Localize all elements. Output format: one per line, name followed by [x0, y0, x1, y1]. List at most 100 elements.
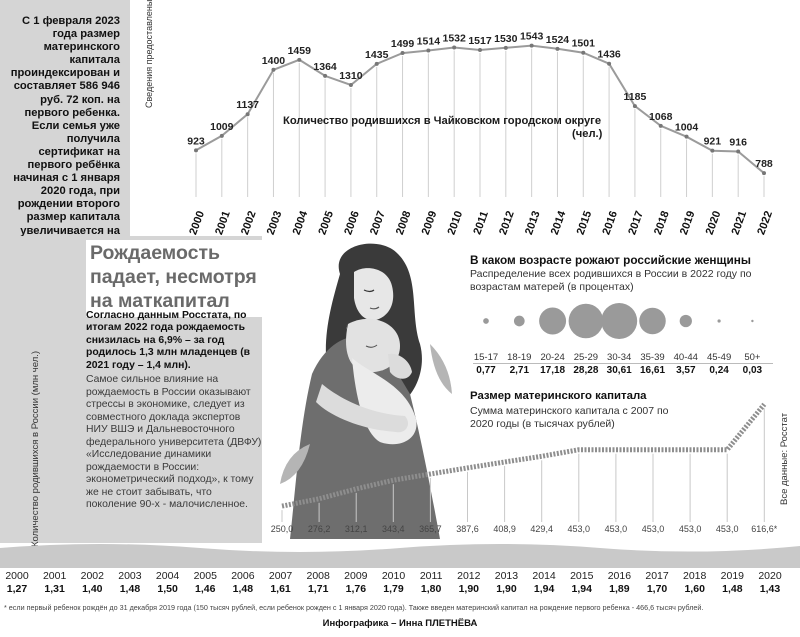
- births-point: [245, 112, 250, 117]
- russia-births-value: 1,60: [684, 583, 705, 595]
- age-bubble: [513, 315, 525, 327]
- births-point: [684, 134, 689, 139]
- births-value-label: 923: [187, 135, 205, 147]
- russia-year-label: 2014: [532, 570, 556, 582]
- births-point: [452, 45, 457, 50]
- age-bubble: [483, 318, 489, 324]
- russia-births-value: 1,43: [759, 583, 781, 595]
- births-point: [374, 61, 379, 66]
- capital-value-label: 453,0: [715, 524, 739, 534]
- births-value-label: 1459: [288, 45, 312, 57]
- births-chart-unit: (чел.): [572, 128, 603, 140]
- births-point: [348, 82, 353, 87]
- births-point: [426, 48, 431, 53]
- age-group-label: 20-24: [540, 352, 565, 363]
- births-value-label: 1499: [391, 38, 415, 50]
- russia-births-value: 1,27: [6, 583, 28, 595]
- births-value-label: 1435: [365, 49, 389, 61]
- russia-births-value: 1,89: [609, 583, 630, 595]
- capital-value-label: 250,0: [270, 524, 294, 534]
- russia-year-label: 2016: [607, 570, 632, 582]
- births-value-label: 1524: [546, 34, 570, 46]
- age-bubble: [717, 319, 721, 323]
- births-point: [271, 67, 276, 72]
- bottom-wave: [0, 544, 800, 568]
- russia-year-label: 2013: [494, 570, 519, 582]
- age-group-label: 45-49: [706, 352, 732, 363]
- births-point: [219, 133, 224, 138]
- births-value-label: 1185: [624, 91, 647, 103]
- all-data-source: Все данные: Росстат: [779, 412, 790, 505]
- births-value-label: 1530: [494, 33, 518, 45]
- births-point: [607, 61, 612, 66]
- russia-births-value: 1,90: [496, 583, 517, 595]
- russia-births-value: 1,48: [232, 583, 254, 595]
- russia-births-value: 1,70: [646, 583, 668, 595]
- births-point: [658, 123, 663, 128]
- article-text: Самое сильное влияние на рождаемость в Р…: [86, 374, 262, 511]
- capital-value-label: 616,6*: [751, 524, 778, 534]
- russia-year-label: 2003: [118, 570, 142, 582]
- capital-value-label: 429,4: [530, 524, 553, 534]
- births-value-label: 1310: [339, 70, 363, 82]
- russia-year-label: 2017: [645, 570, 669, 582]
- births-value-label: 1009: [210, 121, 234, 133]
- age-bubble: [601, 303, 638, 339]
- russia-year-label: 2011: [419, 570, 443, 582]
- age-group-label: 15-17: [473, 352, 499, 363]
- births-point: [503, 45, 508, 50]
- russia-births-value: 1,94: [533, 583, 555, 595]
- births-point: [529, 43, 534, 48]
- births-point: [632, 104, 637, 109]
- russia-year-label: 2010: [381, 570, 406, 582]
- russia-births-value: 1,48: [722, 583, 743, 595]
- births-point: [581, 50, 586, 55]
- russia-births-value: 1,61: [270, 583, 291, 595]
- births-value-label: 916: [729, 137, 747, 149]
- russia-births-value: 1,50: [157, 583, 178, 595]
- age-group-value: 0,03: [742, 365, 763, 376]
- age-bubbles: [483, 303, 754, 339]
- births-point: [710, 148, 715, 153]
- capital-value-label: 453,0: [604, 524, 628, 534]
- russia-year-label: 2005: [193, 570, 217, 582]
- age-chart-subtitle: Распределение всех родившихся в России в…: [470, 268, 752, 293]
- capital-value-label: 453,0: [567, 524, 591, 534]
- births-point: [762, 171, 766, 176]
- births-value-label: 1532: [443, 32, 467, 44]
- age-group-label: 50+: [744, 352, 761, 363]
- births-point: [478, 48, 482, 53]
- age-group-value: 16,61: [639, 365, 666, 376]
- age-chart-title: В каком возрасте рожают российские женщи…: [470, 253, 751, 267]
- age-bubble: [751, 319, 754, 323]
- age-group-label: 25-29: [573, 352, 599, 363]
- capital-value-label: 365,7: [419, 524, 442, 534]
- russia-births-value: 1,76: [345, 583, 367, 595]
- age-chart-divider: [473, 363, 773, 364]
- article-body: Согласно данным Росстата, по итогам 2022…: [86, 310, 262, 512]
- age-group-value: 3,57: [676, 365, 696, 376]
- capital-value-label: 408,9: [493, 524, 516, 534]
- capital-value-label: 387,6: [456, 524, 479, 534]
- russia-year-label: 2000: [5, 570, 29, 582]
- russia-year-label: 2008: [306, 570, 330, 582]
- age-group-value: 28,28: [573, 365, 599, 376]
- russia-births-value: 1,31: [44, 583, 65, 595]
- age-bubble: [679, 314, 692, 328]
- capital-value-label: 343,4: [382, 524, 405, 534]
- births-chart-title: Количество родившихся в Чайковском город…: [283, 115, 602, 127]
- age-group-value: 0,77: [476, 365, 496, 376]
- russia-year-label: 2004: [155, 570, 180, 582]
- capital-chart-title: Размер материнского капитала: [470, 390, 647, 402]
- capital-chart: [281, 402, 767, 522]
- credit-text: Инфографика – Инна ПЛЕТНЁВА: [322, 618, 478, 629]
- age-group-label: 30-34: [607, 352, 632, 363]
- capital-value-label: 312,1: [344, 524, 368, 534]
- age-group-label: 18-19: [507, 352, 532, 363]
- births-value-label: 1364: [313, 61, 337, 73]
- age-group-label: 40-44: [673, 352, 698, 363]
- russia-year-label: 2002: [80, 570, 104, 582]
- mother-and-child-illustration: [280, 243, 452, 539]
- births-point: [297, 57, 302, 62]
